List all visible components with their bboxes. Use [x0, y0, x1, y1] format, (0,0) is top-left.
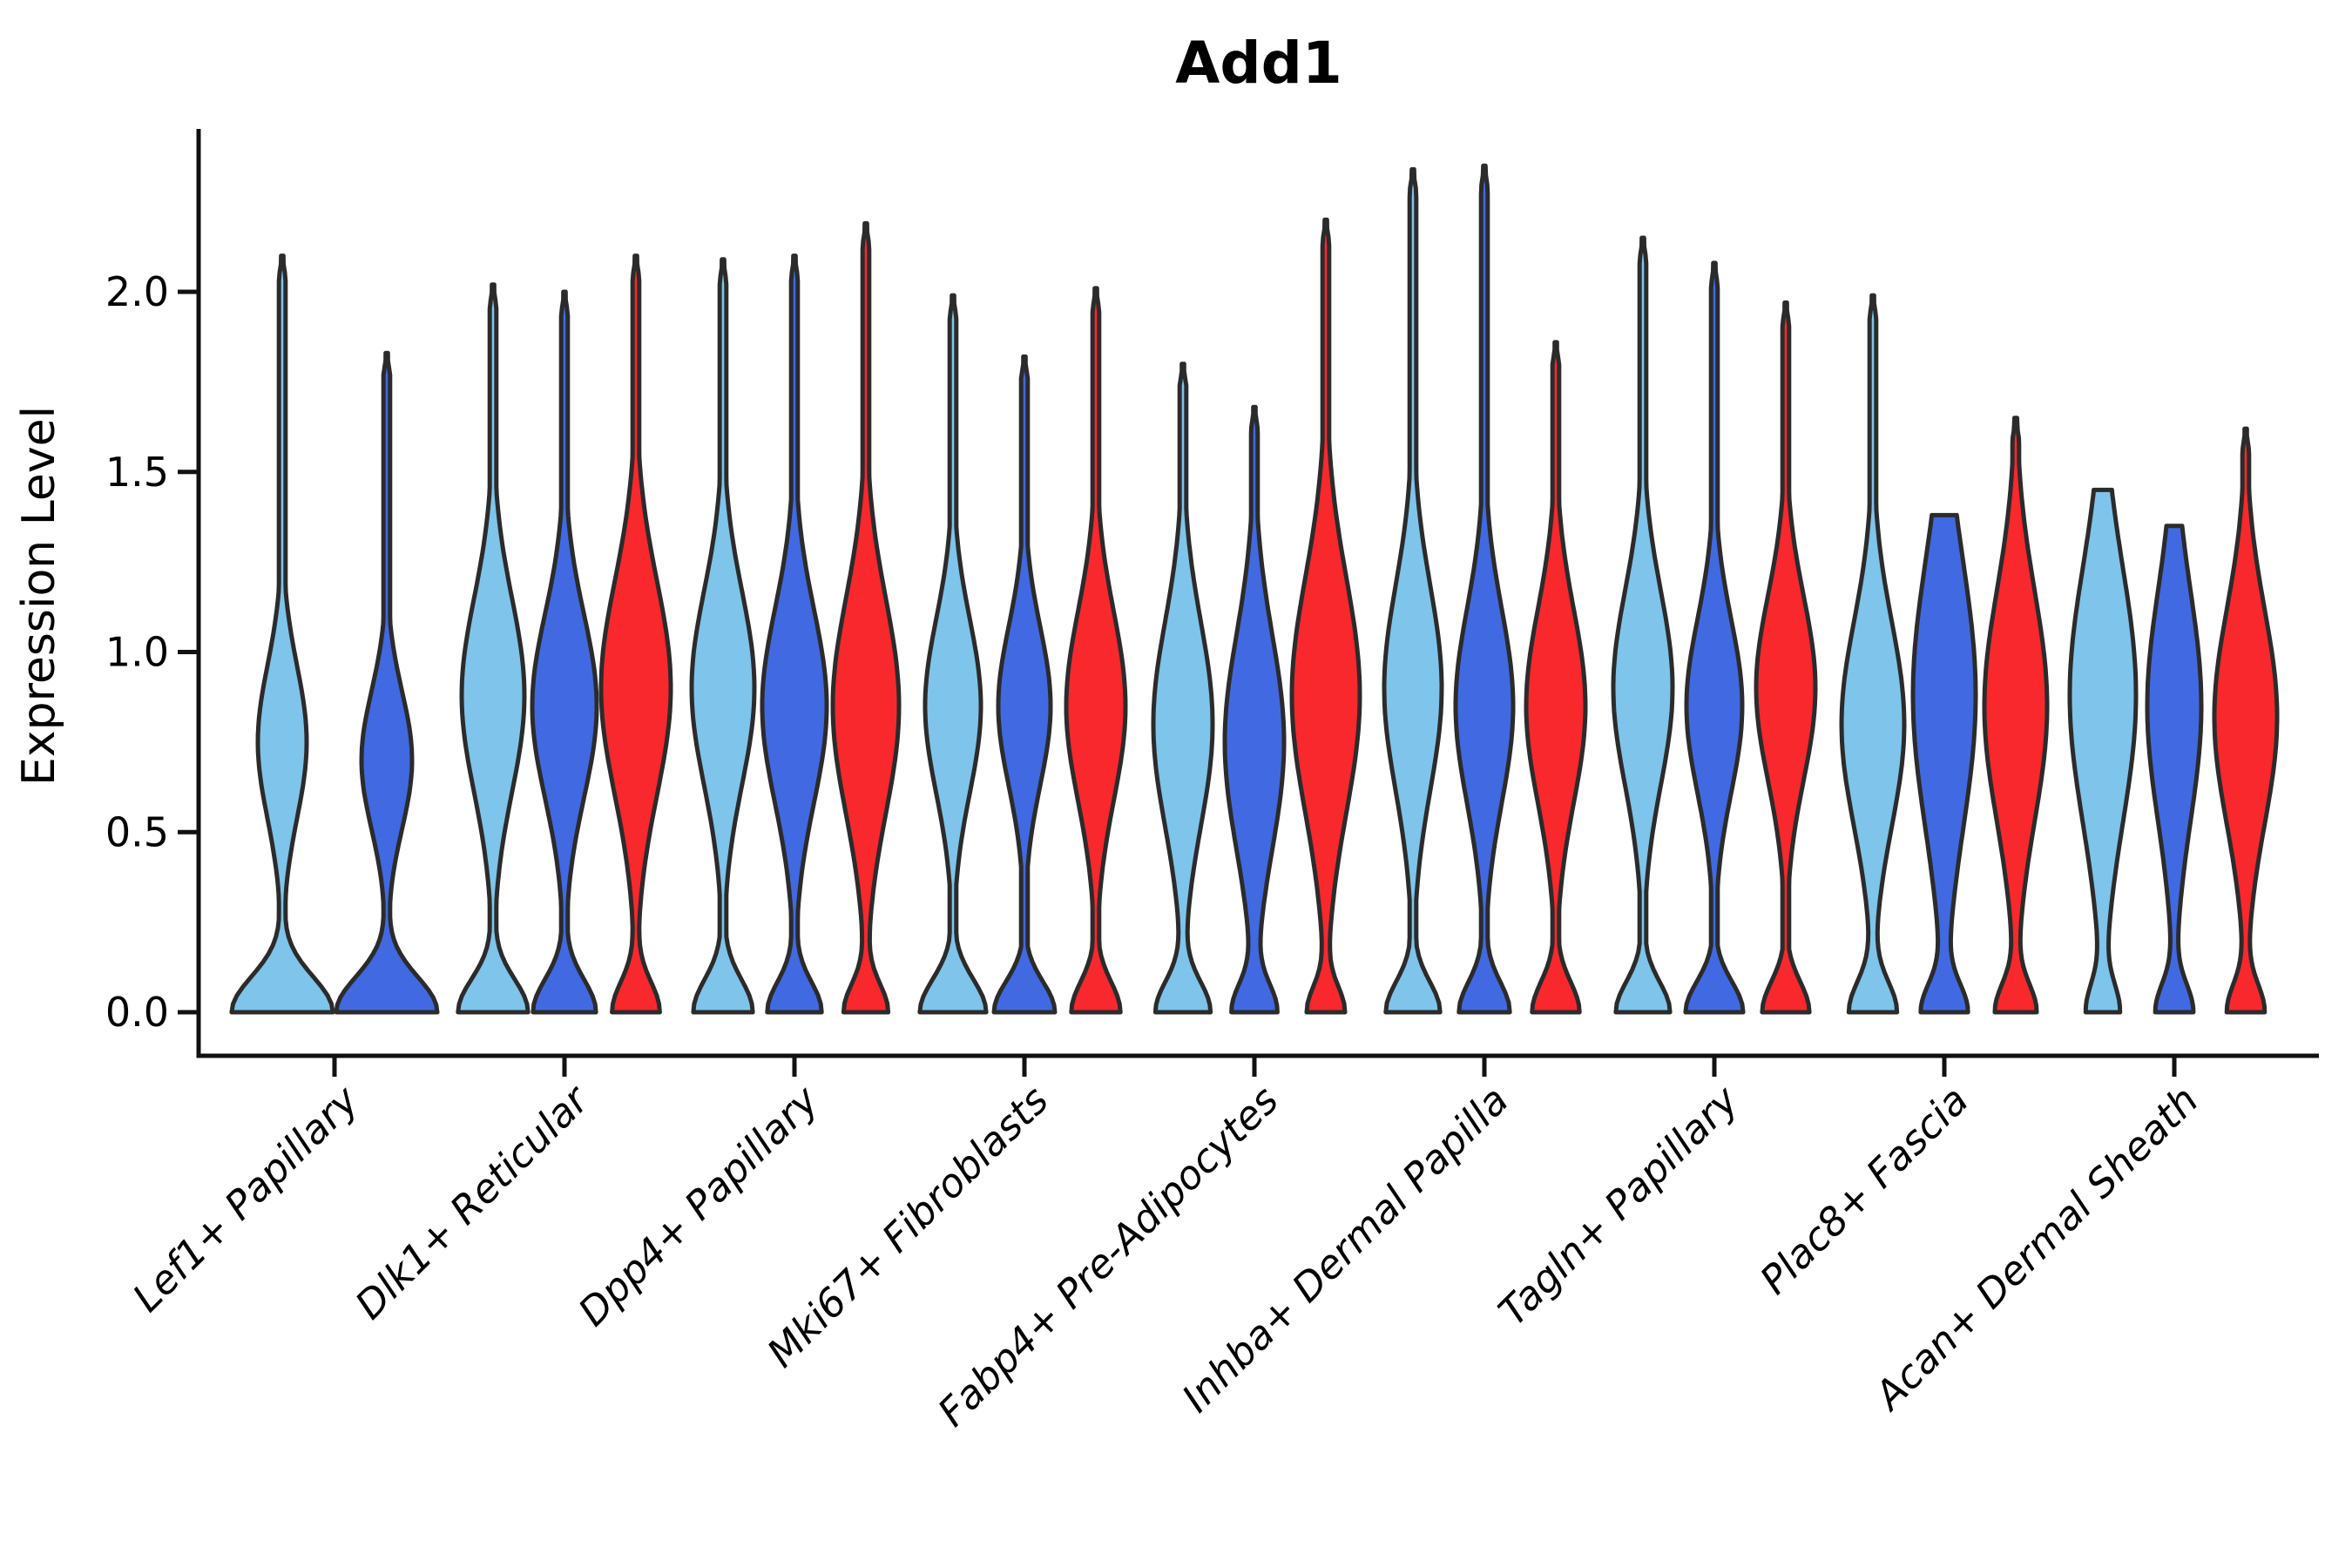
- violin-plac8-fascia-red: [1982, 416, 2050, 1015]
- violin-mki67-fibroblasts-royalblue: [991, 354, 1058, 1015]
- violin-dlk1-reticular-skyblue: [456, 282, 531, 1015]
- y-axis-label: Expression Level: [13, 406, 65, 786]
- y-tick-label: 1.5: [105, 449, 169, 496]
- violin-acan-dermal-sheath-royalblue: [2145, 524, 2204, 1015]
- x-tick-label: Tagln+ Papillary: [1490, 1076, 1748, 1335]
- y-tick-label: 0.5: [105, 808, 169, 855]
- violin-inhba-dermal-papilla-red: [1524, 340, 1588, 1015]
- violins-layer: [229, 163, 2280, 1015]
- violin-fabp4-pre-adipocytes-red: [1289, 217, 1362, 1015]
- axis-spines: [196, 129, 2319, 1058]
- x-tick-label: Lef1+ Papillary: [124, 1076, 368, 1321]
- chart-title: Add1: [1175, 30, 1342, 97]
- violin-dlk1-reticular-royalblue: [530, 289, 599, 1015]
- y-ticks-layer: 0.0 0.5 1.0 1.5 2.0: [105, 268, 199, 1036]
- violin-acan-dermal-sheath-skyblue: [2067, 487, 2139, 1015]
- violin-fabp4-pre-adipocytes-skyblue: [1151, 362, 1215, 1015]
- violin-mki67-fibroblasts-skyblue: [917, 293, 989, 1015]
- axes-layer: [196, 129, 2319, 1058]
- violin-tagln-papillary-red: [1754, 300, 1818, 1015]
- x-tick-label: Dpp4+ Papillary: [570, 1076, 828, 1335]
- violin-dlk1-reticular-red: [598, 253, 673, 1015]
- y-tick-label: 2.0: [105, 268, 169, 315]
- violin-plac8-fascia-royalblue: [1910, 512, 1978, 1015]
- violin-dpp4-papillary-royalblue: [760, 253, 829, 1015]
- violin-lef1-papillary-skyblue: [229, 253, 335, 1015]
- violin-tagln-papillary-skyblue: [1611, 235, 1675, 1015]
- violin-lef1-papillary-royalblue: [334, 350, 440, 1015]
- y-tick-label: 1.0: [105, 629, 169, 676]
- violin-plac8-fascia-skyblue: [1839, 293, 1907, 1015]
- y-tick-label: 0.0: [105, 989, 169, 1036]
- violin-mki67-fibroblasts-red: [1064, 286, 1128, 1015]
- violin-inhba-dermal-papilla-royalblue: [1453, 163, 1516, 1015]
- violin-acan-dermal-sheath-red: [2212, 426, 2280, 1015]
- violin-dpp4-papillary-red: [830, 220, 902, 1015]
- violin-dpp4-papillary-skyblue: [689, 257, 757, 1015]
- x-tick-label: Plac8+ Fascia: [1751, 1077, 1977, 1303]
- violin-tagln-papillary-royalblue: [1683, 260, 1746, 1015]
- violin-fabp4-pre-adipocytes-royalblue: [1222, 404, 1287, 1015]
- violin-inhba-dermal-papilla-skyblue: [1382, 166, 1444, 1015]
- x-tick-label: Dlk1+ Reticular: [346, 1076, 598, 1328]
